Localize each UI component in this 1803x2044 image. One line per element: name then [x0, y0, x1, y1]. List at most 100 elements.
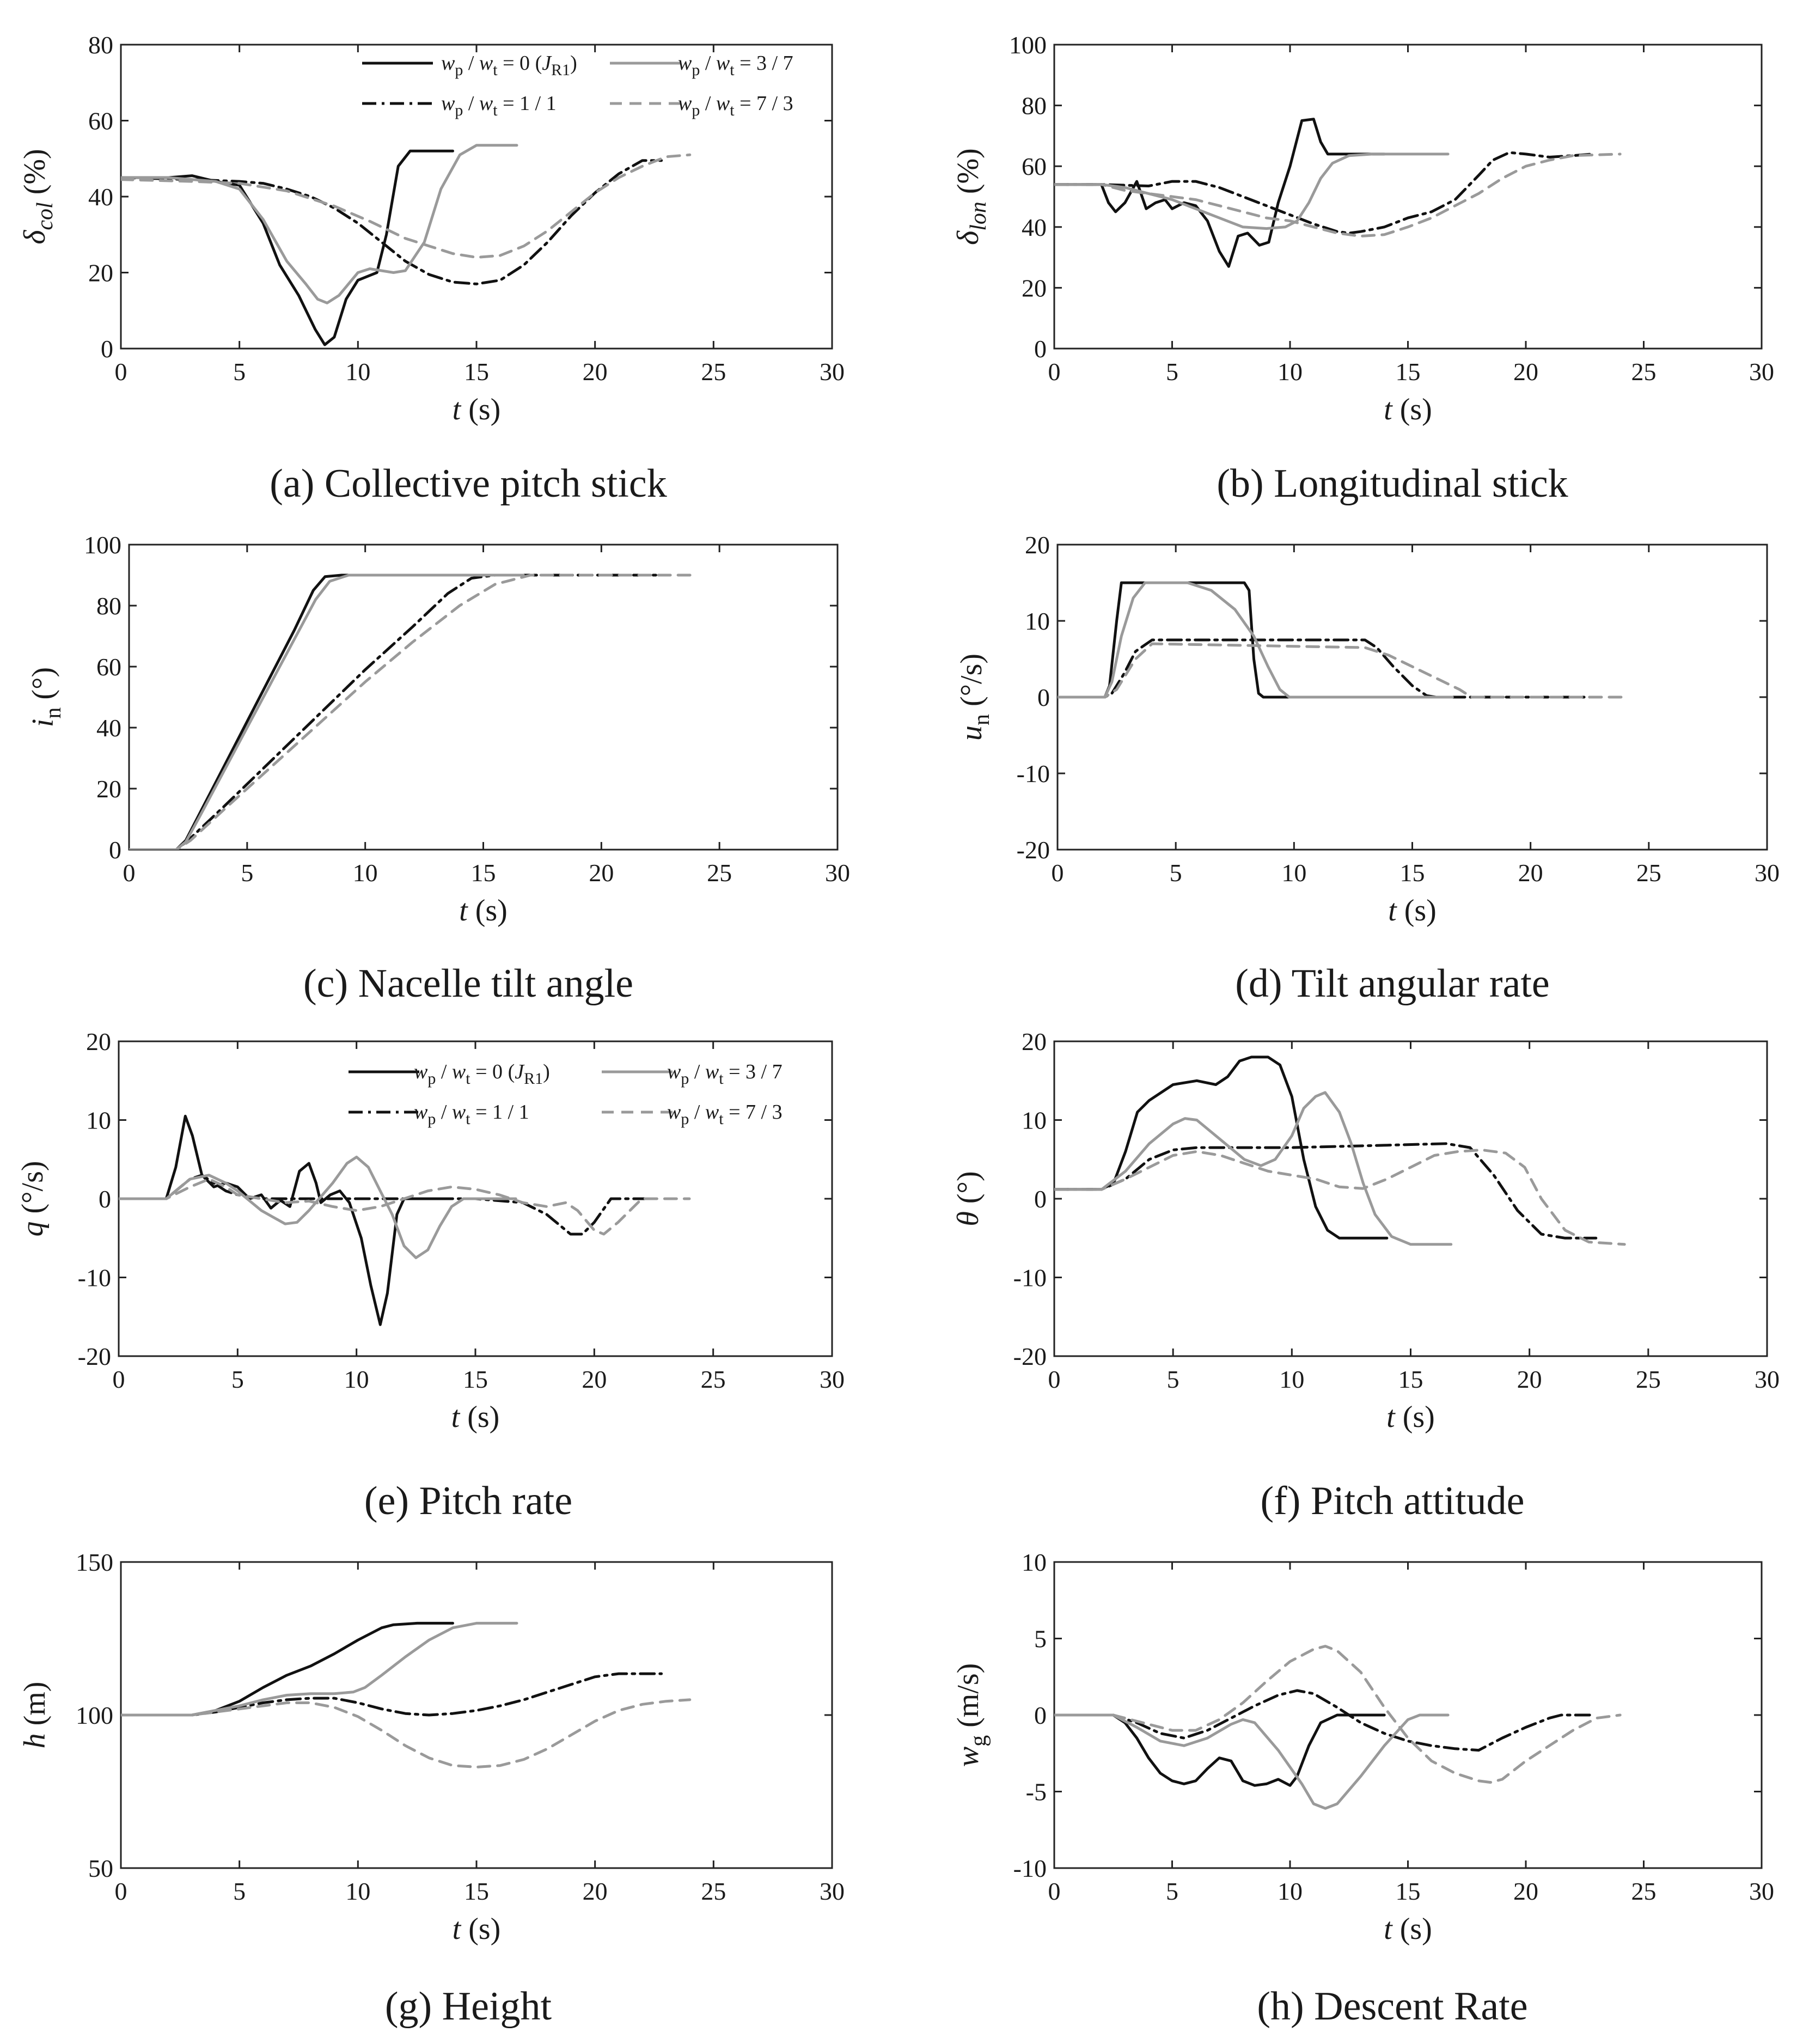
x-tick-label: 20: [583, 1877, 608, 1905]
x-tick-label: 10: [1278, 1877, 1303, 1905]
x-axis-label: t (s): [1384, 1912, 1432, 1946]
x-tick-label: 30: [1755, 859, 1780, 887]
x-tick-label: 20: [1513, 1877, 1538, 1905]
series-group: [121, 144, 692, 346]
series-line-1: [1054, 1713, 1386, 1787]
x-tick-label: 15: [464, 358, 489, 386]
y-tick-label: 10: [1022, 1548, 1047, 1576]
y-tick-label: 0: [101, 335, 113, 363]
series-line-1: [1054, 1055, 1389, 1240]
series-line-3: [129, 573, 525, 850]
x-tick-label: 30: [820, 358, 845, 386]
y-axis-label: δcol (%): [18, 149, 58, 244]
plot-frame: [120, 44, 833, 350]
series-line-2: [121, 1672, 663, 1717]
x-tick-label: 25: [1636, 859, 1661, 887]
x-tick-label: 5: [1167, 1365, 1179, 1393]
x-tick-label: 25: [701, 1365, 726, 1393]
series-line-4: [121, 153, 692, 259]
chart-caption: (a) Collective pitch stick: [270, 461, 667, 506]
y-tick-label: 20: [1022, 1028, 1047, 1055]
series-line-4: [129, 573, 698, 850]
series-line-1: [1054, 118, 1386, 268]
y-tick-label: 0: [99, 1185, 111, 1213]
series-line-4: [1054, 1645, 1622, 1784]
x-tick-label: 5: [1166, 1877, 1178, 1905]
y-tick-label: -20: [1017, 836, 1050, 864]
series-group: [1054, 1055, 1626, 1246]
legend-label: wp / wt = 7 / 3: [678, 92, 793, 119]
x-tick-label: 25: [1631, 358, 1657, 386]
y-tick-label: -20: [78, 1343, 111, 1370]
y-tick-label: 0: [109, 836, 121, 864]
x-tick-label: 10: [1281, 859, 1306, 887]
y-tick-label: 50: [88, 1854, 113, 1882]
series-line-3: [1058, 581, 1454, 699]
x-tick-label: 10: [344, 1365, 369, 1393]
chart-panel: 0 5 10 15 20 25 30 -20 -10 0 10 20 t (s) θ (°) (f) Pit…: [951, 1028, 1780, 1523]
y-tick-label: 60: [96, 653, 121, 681]
x-tick-label: 15: [464, 1877, 489, 1905]
y-axis-label: un (°/s): [955, 654, 994, 741]
chart-caption: (b) Longitudinal stick: [1217, 461, 1568, 506]
chart-caption: (g) Height: [385, 1984, 552, 2029]
chart-panel: 0 5 10 15 20 25 30 -20 -10 0 10 20 t (s) q (°/s) wp / …: [16, 1028, 845, 1523]
x-tick-label: 20: [1513, 358, 1538, 386]
x-axis-label: t (s): [453, 393, 501, 426]
legend-label: wp / wt = 3 / 7: [667, 1060, 783, 1088]
chart-panel: 0 5 10 15 20 25 30 0 20 40 60 80 100 t (s) δlon (%) (b)…: [951, 31, 1774, 506]
series-group: [121, 1621, 692, 1768]
series-group: [1054, 1645, 1622, 1810]
series-line-3: [119, 1155, 517, 1259]
plot-frame: [120, 1561, 833, 1869]
y-tick-label: 20: [1022, 274, 1047, 302]
y-tick-label: 0: [1034, 1701, 1047, 1729]
x-tick-label: 0: [123, 859, 136, 887]
x-tick-label: 30: [820, 1877, 845, 1905]
y-tick-label: 10: [86, 1107, 111, 1134]
chart-caption: (d) Tilt angular rate: [1235, 961, 1550, 1006]
y-tick-label: 40: [88, 183, 113, 211]
series-line-4: [1054, 1148, 1626, 1246]
x-tick-label: 20: [1517, 1365, 1542, 1393]
series-line-4: [121, 1698, 692, 1768]
series-line-1: [121, 1621, 454, 1717]
y-tick-label: 20: [1025, 531, 1050, 559]
chart-caption: (c) Nacelle tilt angle: [303, 961, 633, 1006]
x-tick-label: 15: [1398, 1365, 1423, 1393]
y-tick-label: 80: [96, 592, 121, 620]
x-tick-label: 25: [707, 859, 732, 887]
y-tick-label: 100: [84, 531, 121, 559]
y-axis-label: θ (°): [951, 1171, 985, 1226]
x-axis-label: t (s): [459, 894, 508, 928]
x-tick-label: 20: [1518, 859, 1543, 887]
legend: wp / wt = 0 (JR1) wp / wt = 1 / 1 wp / wt …: [349, 1060, 783, 1128]
x-tick-label: 30: [825, 859, 850, 887]
y-tick-label: 10: [1025, 607, 1050, 635]
legend-label: wp / wt = 0 (JR1): [441, 52, 577, 79]
y-tick-label: 60: [1022, 152, 1047, 180]
y-axis-label: q (°/s): [16, 1161, 50, 1236]
x-tick-label: 25: [1636, 1365, 1661, 1393]
legend-label: wp / wt = 0 (JR1): [414, 1060, 550, 1088]
chart-panel: 0 5 10 15 20 25 30 -20 -10 0 10 20 t (s) un (°/s) (d) …: [955, 531, 1780, 1006]
y-axis-label: wg (m/s): [951, 1663, 991, 1767]
series-group: [129, 573, 698, 850]
y-tick-label: 40: [1022, 213, 1047, 241]
x-tick-label: 5: [1170, 859, 1182, 887]
plot-frame: [1053, 1040, 1768, 1357]
x-tick-label: 30: [1749, 358, 1774, 386]
y-tick-label: 100: [1009, 31, 1047, 59]
series-line-1: [129, 573, 461, 850]
series-line-4: [1058, 642, 1627, 699]
plot-frame: [128, 544, 839, 851]
chart-caption: (e) Pitch rate: [364, 1479, 572, 1523]
y-tick-label: 150: [76, 1548, 113, 1576]
y-tick-label: 100: [76, 1701, 113, 1729]
y-tick-label: -10: [1013, 1264, 1047, 1292]
x-tick-label: 30: [820, 1365, 845, 1393]
y-tick-label: 20: [86, 1028, 111, 1055]
plot-frame: [1053, 1561, 1763, 1869]
series-group: [1058, 581, 1627, 699]
